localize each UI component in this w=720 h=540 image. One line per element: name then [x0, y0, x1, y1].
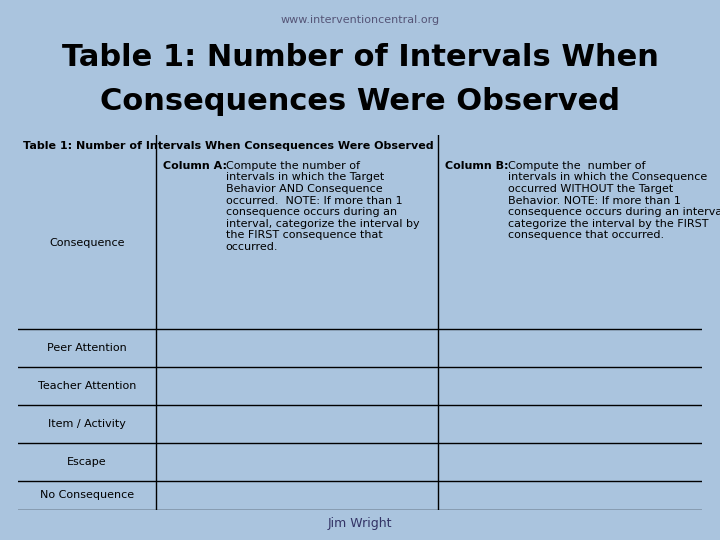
Text: Peer Attention: Peer Attention [47, 343, 127, 353]
Text: No Consequence: No Consequence [40, 490, 134, 501]
Text: Item / Activity: Item / Activity [48, 419, 126, 429]
Text: Teacher Attention: Teacher Attention [38, 381, 136, 391]
Text: Escape: Escape [67, 457, 107, 467]
Text: Jim Wright: Jim Wright [328, 517, 392, 530]
Text: Table 1: Number of Intervals When Consequences Were Observed: Table 1: Number of Intervals When Conseq… [24, 141, 434, 151]
Text: Table 1: Number of Intervals When: Table 1: Number of Intervals When [62, 43, 658, 72]
Text: Compute the  number of
intervals in which the Consequence
occurred WITHOUT the T: Compute the number of intervals in which… [508, 161, 720, 240]
Text: www.interventioncentral.org: www.interventioncentral.org [280, 15, 440, 25]
Text: Column A:: Column A: [163, 161, 227, 171]
Text: Compute the number of
intervals in which the Target
Behavior AND Consequence
occ: Compute the number of intervals in which… [226, 161, 419, 252]
Text: Consequences Were Observed: Consequences Were Observed [100, 87, 620, 117]
Text: Column B:: Column B: [445, 161, 508, 171]
Text: Consequence: Consequence [49, 238, 125, 248]
